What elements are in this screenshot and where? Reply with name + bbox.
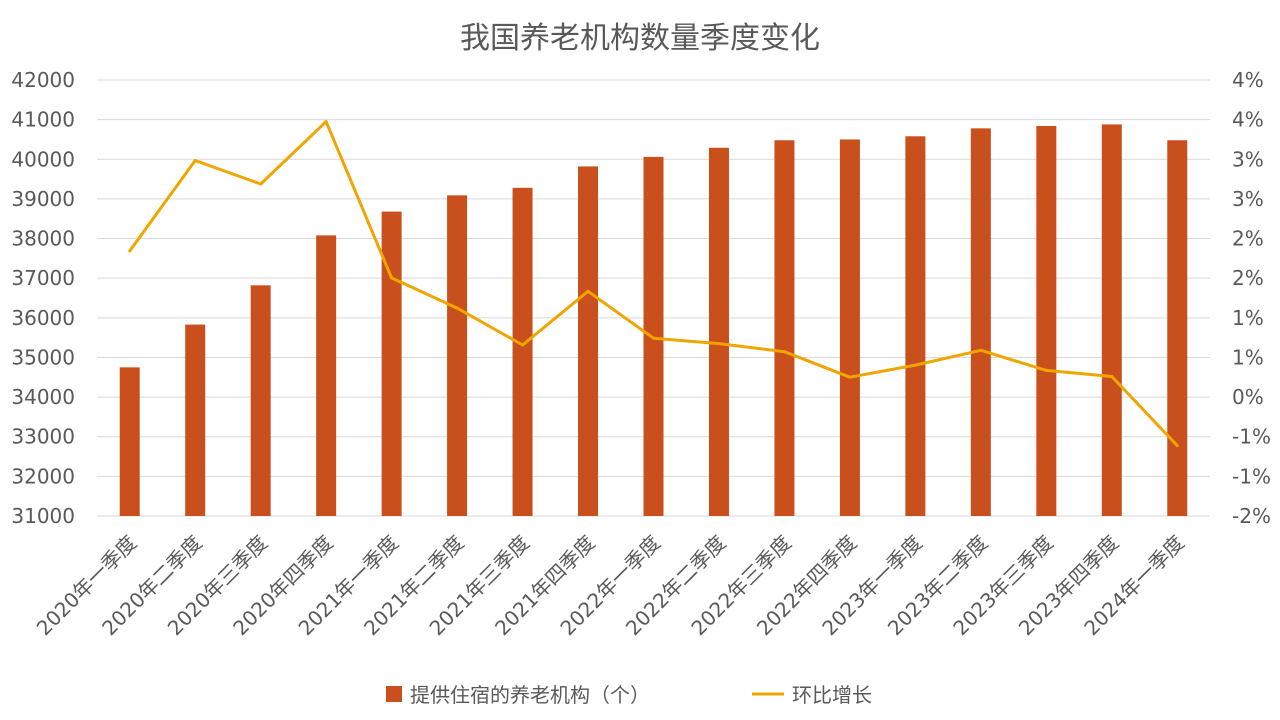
line-point: [390, 276, 394, 280]
line-point: [259, 182, 263, 186]
legend-bar-label: 提供住宿的养老机构（个）: [410, 683, 650, 707]
line-point: [128, 249, 132, 253]
legend-line-label: 环比增长: [792, 683, 872, 707]
line-point: [324, 120, 328, 124]
line-point: [586, 289, 590, 293]
bar: [1036, 125, 1057, 516]
bar: [970, 128, 991, 516]
legend: 提供住宿的养老机构（个） 环比增长: [386, 683, 872, 707]
left-tick-label: 39000: [11, 187, 75, 211]
left-tick-label: 41000: [11, 108, 75, 132]
line-point: [979, 348, 983, 352]
left-tick-label: 36000: [11, 306, 75, 330]
left-tick-label: 32000: [11, 464, 75, 488]
line-point: [1044, 368, 1048, 372]
chart-title: 我国养老机构数量季度变化: [460, 21, 820, 56]
line-point: [455, 306, 459, 310]
line-point: [913, 363, 917, 367]
line-series: [128, 120, 1179, 448]
left-tick-label: 42000: [11, 68, 75, 92]
legend-bar-swatch: [386, 686, 402, 702]
bar: [185, 324, 206, 516]
left-tick-label: 38000: [11, 227, 75, 251]
right-tick-label: 2%: [1232, 227, 1264, 251]
right-axis: -2% -1% -1% 0% 1% 1% 2% 2% 3% 3% 4% 4%: [1232, 68, 1271, 528]
bar-series: [119, 124, 1188, 517]
right-tick-label: 2%: [1232, 266, 1264, 290]
bar: [250, 285, 271, 516]
line-point: [1110, 374, 1114, 378]
line-point: [193, 158, 197, 162]
bar: [1101, 124, 1122, 516]
x-axis: 2020年一季度2020年二季度2020年三季度2020年四季度2021年一季度…: [32, 531, 1189, 641]
bar: [839, 139, 860, 517]
line-point: [1175, 444, 1179, 448]
line-point: [652, 336, 655, 340]
left-tick-label: 34000: [11, 385, 75, 409]
line-point: [521, 343, 525, 347]
left-tick-label: 37000: [11, 266, 75, 290]
bar: [905, 136, 926, 516]
right-tick-label: 4%: [1232, 68, 1264, 92]
bar: [316, 235, 337, 516]
bar: [578, 166, 599, 516]
bar: [708, 147, 729, 516]
bar: [512, 187, 533, 516]
left-axis: 31000 32000 33000 34000 35000 36000 37000 38000…: [11, 68, 75, 528]
right-tick-label: -1%: [1232, 464, 1271, 488]
right-tick-label: 3%: [1232, 187, 1264, 211]
line-point: [782, 350, 786, 354]
right-tick-label: 0%: [1232, 385, 1264, 409]
right-tick-label: 1%: [1232, 345, 1264, 369]
left-tick-label: 31000: [11, 504, 75, 528]
bar: [447, 195, 468, 517]
right-tick-label: -2%: [1232, 504, 1271, 528]
bar: [774, 140, 795, 517]
left-tick-label: 35000: [11, 345, 75, 369]
left-tick-label: 33000: [11, 425, 75, 449]
right-tick-label: 4%: [1232, 108, 1264, 132]
right-tick-label: 3%: [1232, 147, 1264, 171]
right-tick-label: -1%: [1232, 425, 1271, 449]
line-point: [848, 375, 852, 379]
left-tick-label: 40000: [11, 147, 75, 171]
bar: [381, 211, 402, 517]
right-tick-label: 1%: [1232, 306, 1264, 330]
line-point: [717, 342, 721, 346]
bar: [119, 367, 140, 516]
bar: [1167, 140, 1188, 517]
